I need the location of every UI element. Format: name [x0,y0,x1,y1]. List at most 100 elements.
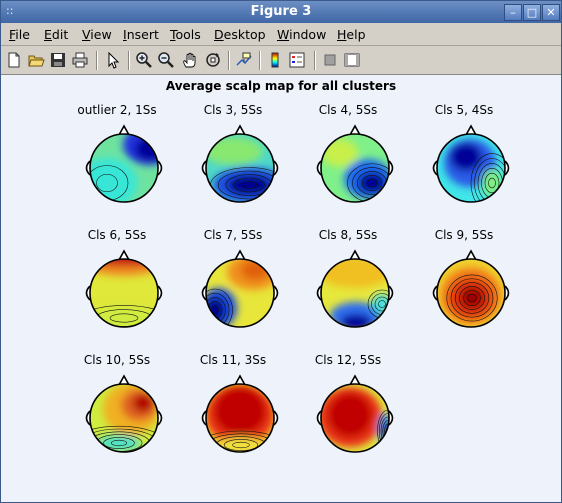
scalp-map[interactable] [82,123,166,209]
activation-region [133,394,153,412]
contour-line [477,163,505,202]
left-ear [316,410,322,426]
save-icon[interactable] [49,51,67,69]
system-menu-icon[interactable]: :: [6,4,14,17]
menu-mnemonic: F [9,27,16,42]
right-ear [273,285,279,301]
scalp-map[interactable] [82,248,166,334]
menu-tools[interactable]: Tools [170,27,201,42]
right-ear [388,410,394,426]
close-button[interactable]: ✕ [542,4,560,21]
scalp-map[interactable] [82,373,166,459]
cluster-label: Cls 4, 5Ss [318,103,378,117]
menu-file[interactable]: File [9,27,30,42]
maximize-button[interactable]: □ [523,4,541,21]
colorbar-icon[interactable] [266,51,284,69]
figure-title: Average scalp map for all clusters [165,79,397,93]
head-outline [89,133,159,203]
rotate-3d-icon[interactable] [204,51,222,69]
head-outline [205,133,275,203]
cluster-label: Cls 9, 5Ss [434,228,494,242]
contour-line [206,430,274,452]
contour-line [470,153,505,202]
toolbar-separator [314,51,315,70]
print-icon[interactable] [71,51,89,69]
right-ear [388,160,394,176]
scalp-map[interactable] [313,248,397,334]
head-outline [89,258,159,328]
menu-label-rest: nsert [126,27,159,42]
nose [118,249,130,261]
left-ear [316,285,322,301]
menu-desktop[interactable]: Desktop [214,27,266,42]
contour-line [459,286,485,310]
activation-region [214,387,266,435]
zoom-out-icon[interactable] [157,51,175,69]
scalp-map[interactable] [198,248,282,334]
head-outline [436,258,506,328]
hide-plot-tools-icon[interactable] [321,51,339,69]
contour-line [90,425,158,452]
head-outline [205,258,275,328]
title-bar[interactable]: :: Figure 3 – □ ✕ [1,1,561,23]
contour-line [484,172,500,194]
nose [349,124,361,136]
minimize-button[interactable]: – [504,4,522,21]
menu-label-rest: elp [346,27,366,42]
contour-line [467,293,477,303]
cluster-label: outlier 2, 1Ss [77,103,157,117]
toolbar-separator [96,51,97,70]
contour-line [110,439,127,447]
data-cursor-icon[interactable] [235,51,253,69]
pan-hand-icon[interactable] [181,51,199,69]
contour-line [232,441,250,449]
scalp-map[interactable] [198,373,282,459]
menu-window[interactable]: Window [277,27,326,42]
menu-insert[interactable]: Insert [123,27,159,42]
contour-line [206,288,233,327]
left-ear [85,160,91,176]
activation-region [206,137,263,165]
zoom-in-icon[interactable] [135,51,153,69]
scalp-map[interactable] [429,248,513,334]
menu-mnemonic: E [44,27,52,42]
contour-line [463,289,481,306]
left-ear [432,285,438,301]
menu-label-rest: iew [90,27,112,42]
left-ear [316,160,322,176]
menu-label-rest: ools [175,27,201,42]
activation-region [450,143,482,171]
nose [465,249,477,261]
left-ear [85,285,91,301]
left-ear [201,160,207,176]
scalp-map[interactable] [429,123,513,209]
open-folder-icon[interactable] [27,51,45,69]
contour-line [211,305,219,315]
menu-mnemonic: V [82,27,91,42]
nose [349,249,361,261]
scalp-map[interactable] [313,123,397,209]
menu-mnemonic: H [337,27,347,42]
contour-line [454,282,490,314]
right-ear [157,285,163,301]
menu-help[interactable]: Help [337,27,366,42]
figure-canvas: Average scalp map for all clusters outli… [1,75,561,502]
show-plot-tools-icon[interactable] [343,51,361,69]
contour-line [103,437,135,449]
right-ear [388,285,394,301]
head-outline [89,383,159,453]
new-file-icon[interactable] [5,51,23,69]
scalp-map[interactable] [313,373,397,459]
nose [118,374,130,386]
legend-icon[interactable] [288,51,306,69]
scalp-map[interactable] [198,123,282,209]
menu-label-rest: dit [51,27,69,42]
select-arrow-icon[interactable] [104,51,122,69]
menu-view[interactable]: View [82,27,112,42]
menu-bar: File Edit View Insert Tools Desktop Window Help [1,23,561,46]
contour-line [109,313,139,323]
menu-edit[interactable]: Edit [44,27,68,42]
nose [118,124,130,136]
contour-line [90,305,158,327]
